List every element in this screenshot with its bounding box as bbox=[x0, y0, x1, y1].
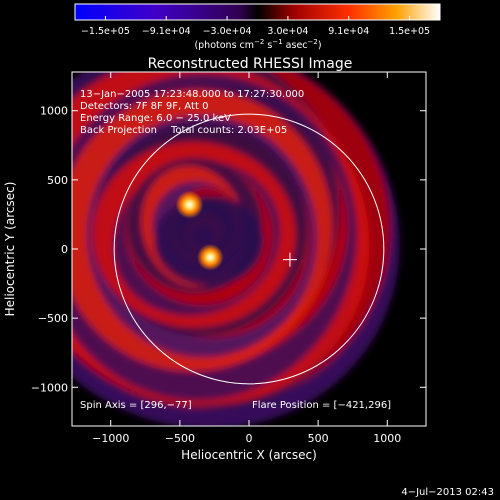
x-tick-label: −1000 bbox=[92, 432, 129, 445]
x-tick-label: −500 bbox=[165, 432, 195, 445]
spin-axis-crosshair bbox=[282, 252, 297, 267]
annotation-method: Back Projection bbox=[80, 125, 157, 136]
x-tick-label: 0 bbox=[246, 432, 253, 445]
hxr-source bbox=[196, 243, 224, 271]
colorbar-tick-label: 1.5e+05 bbox=[389, 26, 430, 37]
colorbar-tick-label: 3.0e+04 bbox=[267, 26, 308, 37]
colorbar-ticks bbox=[104, 16, 411, 20]
ripple-pattern bbox=[72, 72, 400, 426]
annotation-energy: Energy Range: 6.0 − 25.0 keV bbox=[80, 113, 231, 124]
y-tick-label: 1000 bbox=[40, 105, 68, 118]
annotation-counts: Total counts: 2.03E+05 bbox=[170, 125, 287, 136]
hxr-source bbox=[175, 190, 204, 219]
y-axis-label: Heliocentric Y (arcsec) bbox=[3, 182, 17, 317]
y-tick-label: −500 bbox=[38, 312, 68, 325]
image-layer bbox=[72, 72, 400, 426]
y-tick-label: 0 bbox=[61, 243, 68, 256]
x-axis-label: Heliocentric X (arcsec) bbox=[181, 448, 317, 462]
x-tick-label: 500 bbox=[308, 432, 329, 445]
colorbar bbox=[74, 3, 441, 21]
colorbar-tick-label: 9.1e+04 bbox=[328, 26, 369, 37]
annotation-time: 13−Jan−2005 17:23:48.000 to 17:27:30.000 bbox=[80, 89, 304, 100]
hxr-sources bbox=[175, 190, 224, 271]
colorbar-tick-labels: −1.5e+05 −9.1e+04 −3.0e+04 3.0e+04 9.1e+04 1.… bbox=[81, 26, 430, 37]
colorbar-tick-label: −1.5e+05 bbox=[81, 26, 130, 37]
y-axis-ticks: 1000 500 0 −500 −1000 bbox=[31, 105, 426, 394]
x-tick-label: 1000 bbox=[373, 432, 401, 445]
annotation-flare-position: Flare Position = [−421,296] bbox=[252, 400, 391, 411]
footer-timestamp: 4−Jul−2013 02:43 bbox=[401, 487, 494, 498]
colorbar-unit-label: (photons cm−2 s−1 asec−2) bbox=[194, 38, 321, 51]
solar-limb bbox=[113, 113, 385, 385]
colorbar-tick-label: −3.0e+04 bbox=[203, 26, 252, 37]
y-tick-label: −1000 bbox=[31, 381, 68, 394]
y-tick-label: 500 bbox=[47, 174, 68, 187]
x-axis-ticks: −1000 −500 0 500 1000 bbox=[92, 72, 401, 445]
annotation-detectors: Detectors: 7F 8F 9F, Att 0 bbox=[80, 101, 208, 112]
chart-title: Reconstructed RHESSI Image bbox=[148, 56, 353, 72]
colorbar-tick-label: −9.1e+04 bbox=[142, 26, 191, 37]
annotation-spin-axis: Spin Axis = [296,−77] bbox=[80, 400, 192, 411]
ripple-core bbox=[154, 196, 265, 287]
